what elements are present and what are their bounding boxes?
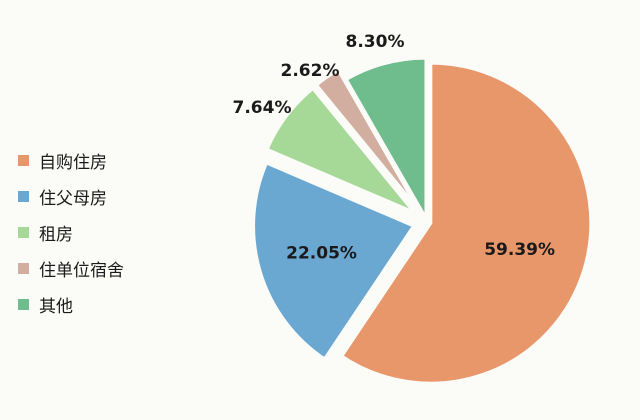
legend-swatch-renting <box>18 226 29 238</box>
legend-label-parents-housing: 住父母房 <box>39 188 107 209</box>
legend-swatch-other <box>18 298 29 310</box>
slice-value-label-other: 8.30% <box>346 32 405 52</box>
legend-swatch-self-owned-housing <box>18 154 29 166</box>
legend-item-parents-housing: 住父母房 <box>18 186 124 209</box>
pie-slice-renting <box>265 86 416 214</box>
legend-item-dormitory: 住单位宿舍 <box>18 258 124 281</box>
slice-value-label-parents-housing: 22.05% <box>286 243 357 263</box>
slice-value-label-self-owned-housing: 59.39% <box>484 240 555 260</box>
pie-slice-other <box>344 56 428 224</box>
legend-label-dormitory: 住单位宿舍 <box>39 260 124 281</box>
legend-label-self-owned-housing: 自购住房 <box>39 152 107 173</box>
chart-legend: 自购住房 住父母房 租房 住单位宿舍 其他 <box>18 150 124 317</box>
legend-item-self-owned-housing: 自购住房 <box>18 150 124 173</box>
legend-item-renting: 租房 <box>18 222 124 245</box>
slice-value-label-renting: 7.64% <box>233 98 292 118</box>
legend-label-renting: 租房 <box>39 224 73 245</box>
legend-swatch-parents-housing <box>18 190 29 202</box>
legend-item-other: 其他 <box>18 294 124 317</box>
legend-swatch-dormitory <box>18 262 29 274</box>
legend-label-other: 其他 <box>39 296 73 317</box>
slice-value-label-dormitory: 2.62% <box>281 61 340 81</box>
pie-slice-self-owned-housing <box>339 61 593 385</box>
pie-slice-parents-housing <box>252 161 416 362</box>
pie-slice-dormitory <box>314 68 420 210</box>
